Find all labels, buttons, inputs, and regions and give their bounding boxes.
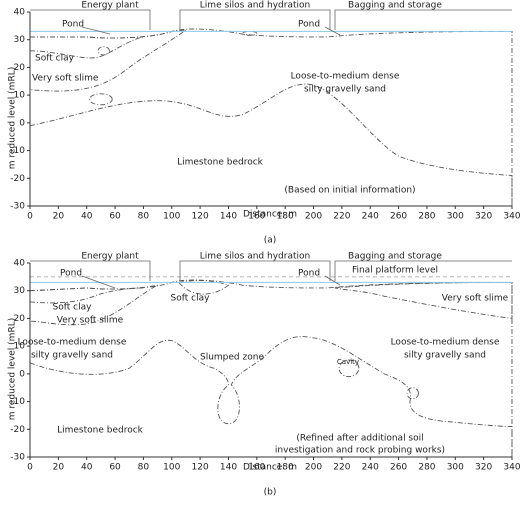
layer-label: Loose-to-medium dense	[18, 338, 127, 348]
x-tick-label: 300	[447, 463, 464, 473]
facility: Lime silos and hydration	[200, 252, 310, 262]
x-tick-label: 100	[163, 212, 180, 222]
y-tick-label: 30	[14, 35, 26, 45]
layer-label: Very soft slime	[32, 74, 99, 84]
x-tick-label: 200	[305, 463, 322, 473]
x-tick-label: 100	[163, 463, 180, 473]
note: (Based on initial information)	[284, 186, 415, 196]
y-tick-label: 20	[14, 314, 26, 324]
x-tick-label: 160	[248, 212, 265, 222]
platform-label: Final platform level	[352, 266, 438, 276]
x-tick-label: 220	[333, 463, 350, 473]
layer-label: Very soft slime	[442, 294, 509, 304]
x-tick-label: 160	[248, 463, 265, 473]
pond-label: Pond	[298, 269, 320, 279]
y-axis-label: m reduced level (mRL)	[8, 318, 18, 420]
y-tick-label: -20	[10, 174, 25, 184]
y-axis-label: m reduced level (mRL)	[8, 67, 18, 169]
layer-label: silty gravelly sand	[31, 351, 113, 361]
x-axis-label: Distance: m	[243, 463, 297, 473]
x-tick-label: 120	[192, 463, 209, 473]
x-tick-label: 140	[220, 212, 237, 222]
layer-label: Loose-to-medium dense	[391, 338, 500, 348]
x-tick-label: 20	[53, 212, 65, 222]
layer-label: Soft clay	[35, 54, 75, 64]
layer-label: silty gravelly sand	[404, 351, 486, 361]
layer-label: silty gravelly sand	[304, 85, 386, 95]
layer-label: Limestone bedrock	[57, 426, 144, 436]
section-a	[30, 29, 512, 206]
facility: Bagging and storage	[348, 1, 442, 11]
x-tick-label: 20	[53, 463, 65, 473]
y-tick-label: 0	[19, 369, 25, 379]
y-tick-label: -20	[10, 425, 25, 435]
x-tick-label: 260	[390, 463, 407, 473]
x-tick-label: 240	[362, 463, 379, 473]
x-tick-label: 60	[109, 463, 121, 473]
layer-label: Loose-to-medium dense	[291, 72, 400, 82]
x-tick-label: 180	[277, 463, 294, 473]
x-tick-label: 80	[138, 463, 150, 473]
x-tick-label: 320	[475, 212, 492, 222]
x-tick-label: 0	[27, 463, 33, 473]
y-tick-label: -30	[10, 453, 25, 463]
layer-label: Very soft slime	[57, 316, 124, 326]
y-tick-label: 40	[14, 259, 26, 269]
x-tick-label: 260	[390, 212, 407, 222]
facility: Energy plant	[81, 1, 139, 11]
y-tick-label: -10	[10, 397, 25, 407]
layer-label: Soft clay	[171, 294, 211, 304]
y-tick-label: 20	[14, 63, 26, 73]
layer-label: Cavity	[337, 358, 359, 366]
facility: Energy plant	[81, 252, 139, 262]
x-tick-label: 40	[81, 463, 93, 473]
x-axis-label: Distance: m	[243, 210, 297, 220]
layer-label: Slumped zone	[200, 353, 264, 363]
x-tick-label: 180	[277, 212, 294, 222]
layer-label: Limestone bedrock	[177, 158, 264, 168]
caption: (b)	[264, 488, 277, 498]
section-b	[30, 277, 512, 457]
x-tick-label: 140	[220, 463, 237, 473]
x-tick-label: 60	[109, 212, 121, 222]
note: (Refined after additional soil	[296, 434, 423, 444]
x-tick-label: 340	[503, 212, 520, 222]
pond-label: Pond	[62, 20, 84, 30]
y-tick-label: 0	[19, 118, 25, 128]
facility-brackets	[30, 9, 512, 289]
y-tick-label: -10	[10, 146, 25, 156]
x-tick-label: 80	[138, 212, 150, 222]
x-tick-label: 300	[447, 212, 464, 222]
x-tick-label: 280	[418, 463, 435, 473]
facility: Bagging and storage	[348, 252, 442, 262]
y-tick-label: 10	[14, 342, 26, 352]
x-tick-label: 120	[192, 212, 209, 222]
caption: (a)	[264, 236, 277, 246]
x-tick-label: 240	[362, 212, 379, 222]
pond-label: Pond	[298, 20, 320, 30]
x-tick-label: 320	[475, 463, 492, 473]
y-tick-label: 30	[14, 286, 26, 296]
pond-label: Pond	[60, 269, 82, 279]
y-tick-label: 40	[14, 8, 26, 18]
x-tick-label: 0	[27, 212, 33, 222]
x-tick-label: 40	[81, 212, 93, 222]
facility: Lime silos and hydration	[200, 1, 310, 11]
x-tick-label: 280	[418, 212, 435, 222]
x-tick-label: 200	[305, 212, 322, 222]
x-tick-label: 220	[333, 212, 350, 222]
note: investigation and rock probing works)	[275, 446, 445, 456]
y-tick-label: -30	[10, 202, 25, 212]
x-tick-label: 340	[503, 463, 520, 473]
layer-label: Soft clay	[53, 303, 93, 313]
y-tick-label: 10	[14, 91, 26, 101]
